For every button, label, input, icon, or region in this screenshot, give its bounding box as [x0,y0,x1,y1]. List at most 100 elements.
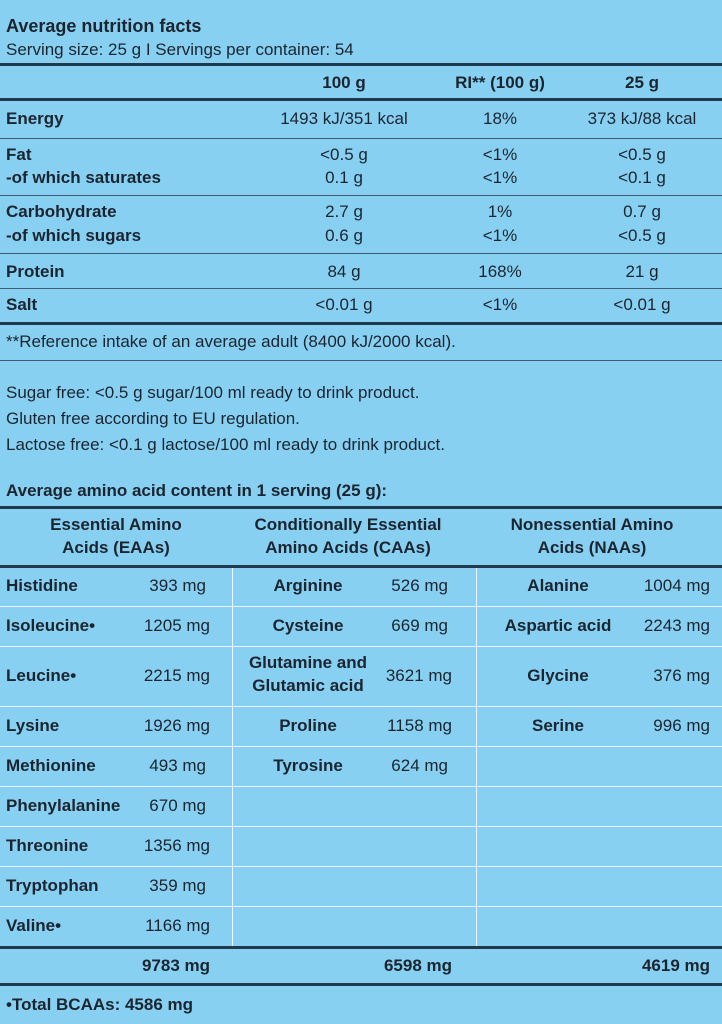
eaa-name: Valine• [6,916,62,935]
row-protein-25g: 21 g [625,262,659,281]
naa-value: 996 mg [653,716,710,735]
caa-value: 669 mg [391,616,448,635]
eaa-value: 359 mg [149,876,206,895]
row-divider [0,195,722,196]
row-salt-100g: <0.01 g [315,295,373,314]
header-naa-line1: Nonessential Amino [510,515,674,534]
grid-line [476,568,477,946]
amino-top-rule [0,506,722,509]
eaa-name: Isoleucine• [6,616,96,635]
naa-name: Glycine [527,666,589,685]
col-header-100g: 100 g [322,73,366,92]
row-carb-25g: 0.7 g [623,202,661,221]
row-sugars-label: -of which sugars [6,226,142,245]
amino-header-rule [0,565,722,568]
row-divider [0,288,722,289]
eaa-name: Histidine [6,576,78,595]
naa-name: Aspartic acid [504,616,612,635]
caa-value: 3621 mg [385,666,452,685]
row-energy-label: Energy [6,109,64,128]
col-header-25g: 25 g [624,73,660,92]
header-eaa-line2: Acids (EAAs) [62,538,170,557]
naa-name: Alanine [527,576,589,595]
header-naa: Nonessential Amino Acids (NAAs) [476,513,708,559]
caa-name: Arginine [273,576,343,595]
row-carb-ri: 1% [487,202,513,221]
header-eaa-line1: Essential Amino [50,515,182,534]
grid-line [232,568,233,946]
row-salt-ri: <1% [482,295,518,314]
grid-line [0,866,722,867]
serving-info: Serving size: 25 g I Servings per contai… [6,40,354,59]
row-divider [0,138,722,139]
caa-value: 526 mg [391,576,448,595]
row-fat-25g: <0.5 g [618,145,666,164]
caa-name-line2: Glutamic acid [252,676,364,695]
header-eaa: Essential Amino Acids (EAAs) [0,513,232,559]
note-gluten-free: Gluten free according to EU regulation. [6,409,300,428]
grid-line [0,706,722,707]
grid-line [0,786,722,787]
footnote-rule [0,360,722,361]
eaa-name: Threonine [6,836,89,855]
eaa-value: 1166 mg [145,916,210,935]
row-saturates-100g: 0.1 g [325,168,363,187]
caa-name: Proline [279,716,337,735]
ri-footnote: **Reference intake of an average adult (… [6,332,456,351]
row-protein-ri: 168% [478,262,522,281]
grid-line [0,826,722,827]
caa-value: 624 mg [391,756,448,775]
amino-title: Average amino acid content in 1 serving … [6,481,388,500]
caa-name: Glutamine and [248,653,368,672]
row-energy-100g: 1493 kJ/351 kcal [280,109,408,128]
row-sugars-25g: <0.5 g [618,226,666,245]
row-salt-25g: <0.01 g [613,295,671,314]
total-naa: 4619 mg [641,956,710,975]
eaa-value: 1926 mg [143,716,210,735]
row-protein-label: Protein [6,262,65,281]
grid-line [0,646,722,647]
row-sugars-ri: <1% [482,226,518,245]
row-carb-100g: 2.7 g [325,202,363,221]
total-bcaa: •Total BCAAs: 4586 mg [6,995,194,1014]
eaa-value: 393 mg [149,576,206,595]
header-naa-line2: Acids (NAAs) [537,538,647,557]
caa-name: Cysteine [272,616,344,635]
row-saturates-25g: <0.1 g [618,168,666,187]
header-caa: Conditionally Essential Amino Acids (CAA… [232,513,464,559]
row-protein-100g: 84 g [327,262,361,281]
note-sugar-free: Sugar free: <0.5 g sugar/100 ml ready to… [6,383,420,402]
row-carb-label: Carbohydrate [6,202,117,221]
naa-value: 1004 mg [643,576,710,595]
total-caa: 6598 mg [383,956,452,975]
header-caa-line2: Amino Acids (CAAs) [265,538,431,557]
eaa-name: Phenylalanine [6,796,121,815]
row-fat-ri: <1% [482,145,518,164]
row-saturates-label: -of which saturates [6,168,161,187]
row-energy-25g: 373 kJ/88 kcal [587,109,697,128]
amino-totals-rule [0,946,722,949]
amino-bottom-rule [0,983,722,986]
header-rule [0,98,722,101]
naa-value: 2243 mg [643,616,710,635]
eaa-name: Lysine [6,716,60,735]
row-fat-label: Fat [6,145,32,164]
note-lactose-free: Lactose free: <0.1 g lactose/100 ml read… [6,435,445,454]
grid-line [0,606,722,607]
naa-value: 376 mg [653,666,710,685]
grid-line [0,746,722,747]
naa-name: Serine [532,716,584,735]
eaa-value: 1205 mg [143,616,210,635]
row-salt-label: Salt [6,295,38,314]
row-energy-ri: 18% [482,109,518,128]
eaa-value: 670 mg [149,796,206,815]
nutrition-title: Average nutrition facts [6,16,202,36]
col-header-ri: RI** (100 g) [455,73,545,92]
eaa-name: Leucine• [6,666,77,685]
row-saturates-ri: <1% [482,168,518,187]
eaa-name: Methionine [6,756,96,775]
table-bottom-rule [0,322,722,325]
row-sugars-100g: 0.6 g [325,226,363,245]
caa-value: 1158 mg [387,716,452,735]
total-eaa: 9783 mg [141,956,210,975]
